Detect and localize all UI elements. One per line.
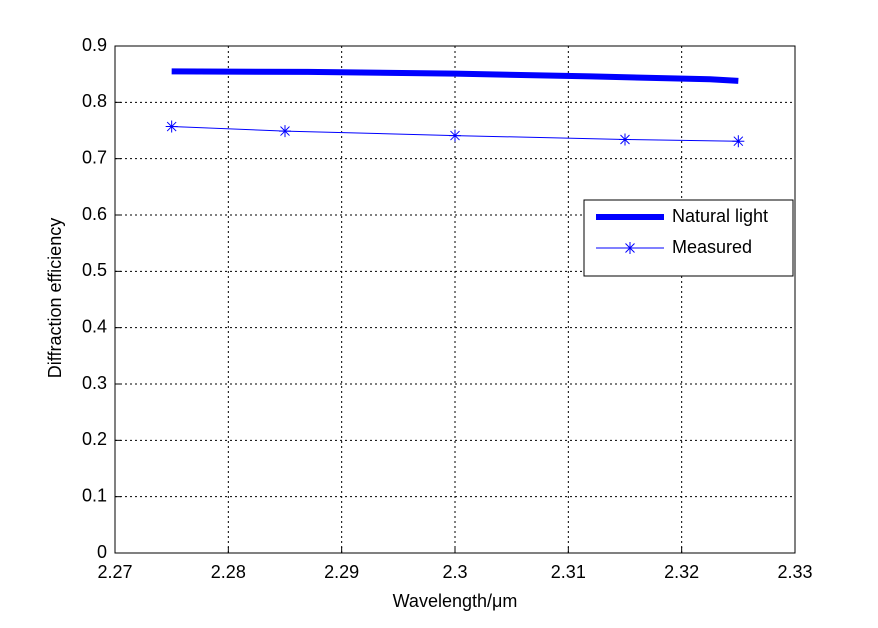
data-line [171,68,739,84]
y-tick-label: 0.4 [82,316,107,336]
data-marker [165,120,178,133]
data-marker [279,125,291,138]
x-tick-label: 2.3 [442,562,467,582]
x-tick-label: 2.28 [211,562,246,582]
y-tick-label: 0.5 [82,260,107,280]
y-tick-label: 0.7 [82,147,107,167]
legend-label: Measured [672,237,752,257]
y-tick-label: 0.8 [82,91,107,111]
legend-box [583,199,794,277]
legend-label: Natural light [672,206,768,226]
y-tick-label: 0.6 [82,204,107,224]
x-tick-label: 2.32 [664,562,699,582]
x-tick-label: 2.31 [551,562,586,582]
y-axis-label: Diffraction efficiency [45,218,65,378]
data-marker [732,135,745,148]
y-tick-label: 0.2 [82,429,107,449]
y-tick-label: 0 [97,542,107,562]
x-axis-label: Wavelength/μm [393,591,518,611]
data-marker [619,133,631,146]
x-tick-label: 2.27 [97,562,132,582]
y-tick-label: 0.1 [82,485,107,505]
y-tick-label: 0.3 [82,373,107,393]
y-tick-label: 0.9 [82,35,107,55]
x-tick-label: 2.29 [324,562,359,582]
x-tick-label: 2.33 [777,562,812,582]
data-marker [449,129,461,142]
plot-frame [114,45,796,554]
legend-marker [624,242,636,254]
